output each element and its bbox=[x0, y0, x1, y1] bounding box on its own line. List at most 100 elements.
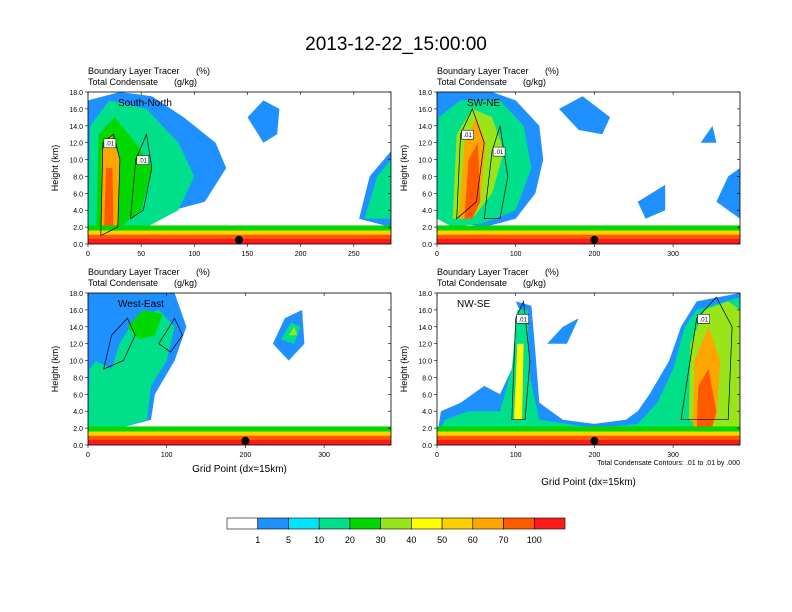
colorbar-label: 20 bbox=[345, 535, 355, 545]
colorbar-swatch bbox=[288, 517, 320, 530]
panel-nw-se: Boundary Layer Tracer (%) Total Condensate… bbox=[399, 267, 741, 488]
y-tick-label: 4.0 bbox=[422, 409, 432, 416]
panel-west-east: Boundary Layer Tracer (%) Total Condensate… bbox=[50, 267, 392, 475]
panel-subtitle-tracer-unit: (%) bbox=[196, 267, 210, 277]
colorbar-swatch bbox=[349, 517, 381, 530]
x-tick-label: 300 bbox=[318, 452, 330, 459]
y-tick-label: 8.0 bbox=[73, 174, 83, 181]
contour-label: .01 bbox=[139, 159, 148, 165]
y-tick-label: 18.0 bbox=[418, 291, 432, 298]
location-marker bbox=[590, 436, 599, 445]
heatmap-region bbox=[547, 318, 579, 344]
colorbar: 1 5 10 20 30 40 50 60 70 100 bbox=[226, 517, 566, 545]
x-tick-label: 100 bbox=[510, 251, 522, 258]
y-tick-label: 10.0 bbox=[69, 359, 83, 366]
contour-label: .01 bbox=[495, 150, 504, 156]
y-tick-label: 4.0 bbox=[73, 208, 83, 215]
contour-label-box bbox=[103, 138, 117, 148]
location-marker bbox=[234, 235, 243, 244]
y-tick-label: 0.0 bbox=[422, 242, 432, 249]
x-tick-label: 0 bbox=[86, 452, 90, 459]
heatmap-region bbox=[247, 100, 280, 143]
panel-subtitle-tracer: Boundary Layer Tracer bbox=[88, 66, 180, 76]
y-tick-label: 0.0 bbox=[73, 443, 83, 450]
x-tick-label: 100 bbox=[510, 452, 522, 459]
contour-label-box bbox=[136, 155, 150, 165]
contour-line bbox=[103, 317, 136, 370]
panel-label: NW-SE bbox=[457, 299, 490, 310]
y-axis-label: Height (km) bbox=[399, 346, 409, 393]
y-tick-label: 6.0 bbox=[422, 392, 432, 399]
colorbar-label: 30 bbox=[376, 535, 386, 545]
y-tick-label: 0.0 bbox=[422, 443, 432, 450]
contour-line bbox=[511, 300, 531, 421]
y-tick-label: 14.0 bbox=[69, 325, 83, 332]
y-tick-label: 14.0 bbox=[418, 325, 432, 332]
panels-container: Boundary Layer Tracer (%) Total Condensate… bbox=[50, 66, 741, 488]
panel-sw-ne: Boundary Layer Tracer (%) Total Condensate… bbox=[399, 66, 741, 258]
heatmap-region bbox=[364, 159, 391, 219]
colorbar-swatch bbox=[318, 517, 351, 530]
panel-label: South-North bbox=[118, 98, 172, 109]
y-tick-label: 12.0 bbox=[418, 342, 432, 349]
plot-frame bbox=[436, 292, 741, 446]
y-axis-label: Height (km) bbox=[50, 346, 60, 393]
x-tick-label: 100 bbox=[161, 452, 173, 459]
location-marker bbox=[241, 436, 250, 445]
x-tick-label: 300 bbox=[667, 251, 679, 258]
y-tick-label: 18.0 bbox=[69, 90, 83, 97]
plot-frame bbox=[87, 292, 392, 446]
contour-line bbox=[158, 317, 183, 353]
x-tick-label: 250 bbox=[348, 251, 360, 258]
y-tick-label: 0.0 bbox=[73, 242, 83, 249]
heatmap-field: .01.01.01 bbox=[437, 92, 740, 244]
contour-label: .01 bbox=[519, 317, 528, 323]
panel-subtitle-tracer-unit: (%) bbox=[196, 66, 210, 76]
contour-footnote: Total Condensate Contours: .01 to .01 by… bbox=[597, 460, 740, 467]
surface-band bbox=[437, 439, 740, 445]
x-tick-label: 100 bbox=[188, 251, 200, 258]
panel-label: SW-NE bbox=[467, 98, 500, 109]
contour-label: .01 bbox=[463, 133, 472, 139]
y-tick-label: 10.0 bbox=[69, 158, 83, 165]
x-tick-label: 200 bbox=[295, 251, 307, 258]
y-tick-label: 10.0 bbox=[418, 158, 432, 165]
colorbar-label: 40 bbox=[406, 535, 416, 545]
colorbar-label: 10 bbox=[314, 535, 324, 545]
y-tick-label: 8.0 bbox=[73, 375, 83, 382]
colorbar-swatch bbox=[533, 517, 566, 530]
x-tick-label: 0 bbox=[86, 251, 90, 258]
plot-frame bbox=[436, 91, 741, 245]
y-tick-label: 18.0 bbox=[69, 291, 83, 298]
contour-label: .01 bbox=[106, 142, 115, 148]
surface-band bbox=[437, 238, 740, 244]
heatmap-field bbox=[88, 293, 391, 445]
panel-subtitle-condensate-unit: (g/kg) bbox=[523, 278, 546, 288]
y-axis-label: Height (km) bbox=[399, 145, 409, 192]
heatmap-region bbox=[637, 184, 666, 219]
x-tick-label: 0 bbox=[435, 452, 439, 459]
colorbar-swatch bbox=[441, 517, 474, 530]
y-tick-label: 8.0 bbox=[422, 174, 432, 181]
y-tick-label: 16.0 bbox=[69, 308, 83, 315]
x-axis-label: Grid Point (dx=15km) bbox=[192, 464, 287, 475]
contour-label-box bbox=[697, 314, 710, 324]
contour-label: .01 bbox=[700, 317, 709, 323]
y-tick-label: 2.0 bbox=[422, 225, 432, 232]
panel-subtitle-tracer-unit: (%) bbox=[545, 267, 559, 277]
colorbar-swatch bbox=[226, 517, 259, 530]
y-tick-label: 6.0 bbox=[422, 191, 432, 198]
panel-subtitle-tracer: Boundary Layer Tracer bbox=[437, 267, 529, 277]
colorbar-label: 60 bbox=[468, 535, 478, 545]
heatmap-region bbox=[514, 343, 524, 420]
x-tick-label: 200 bbox=[240, 452, 252, 459]
colorbar-swatch bbox=[472, 517, 504, 530]
y-tick-label: 12.0 bbox=[69, 342, 83, 349]
colorbar-label: 100 bbox=[527, 535, 542, 545]
panel-subtitle-condensate: Total Condensate bbox=[437, 278, 507, 288]
contour-line bbox=[130, 132, 153, 220]
x-tick-label: 300 bbox=[667, 452, 679, 459]
y-tick-label: 14.0 bbox=[69, 124, 83, 131]
panel-subtitle-condensate: Total Condensate bbox=[88, 278, 158, 288]
